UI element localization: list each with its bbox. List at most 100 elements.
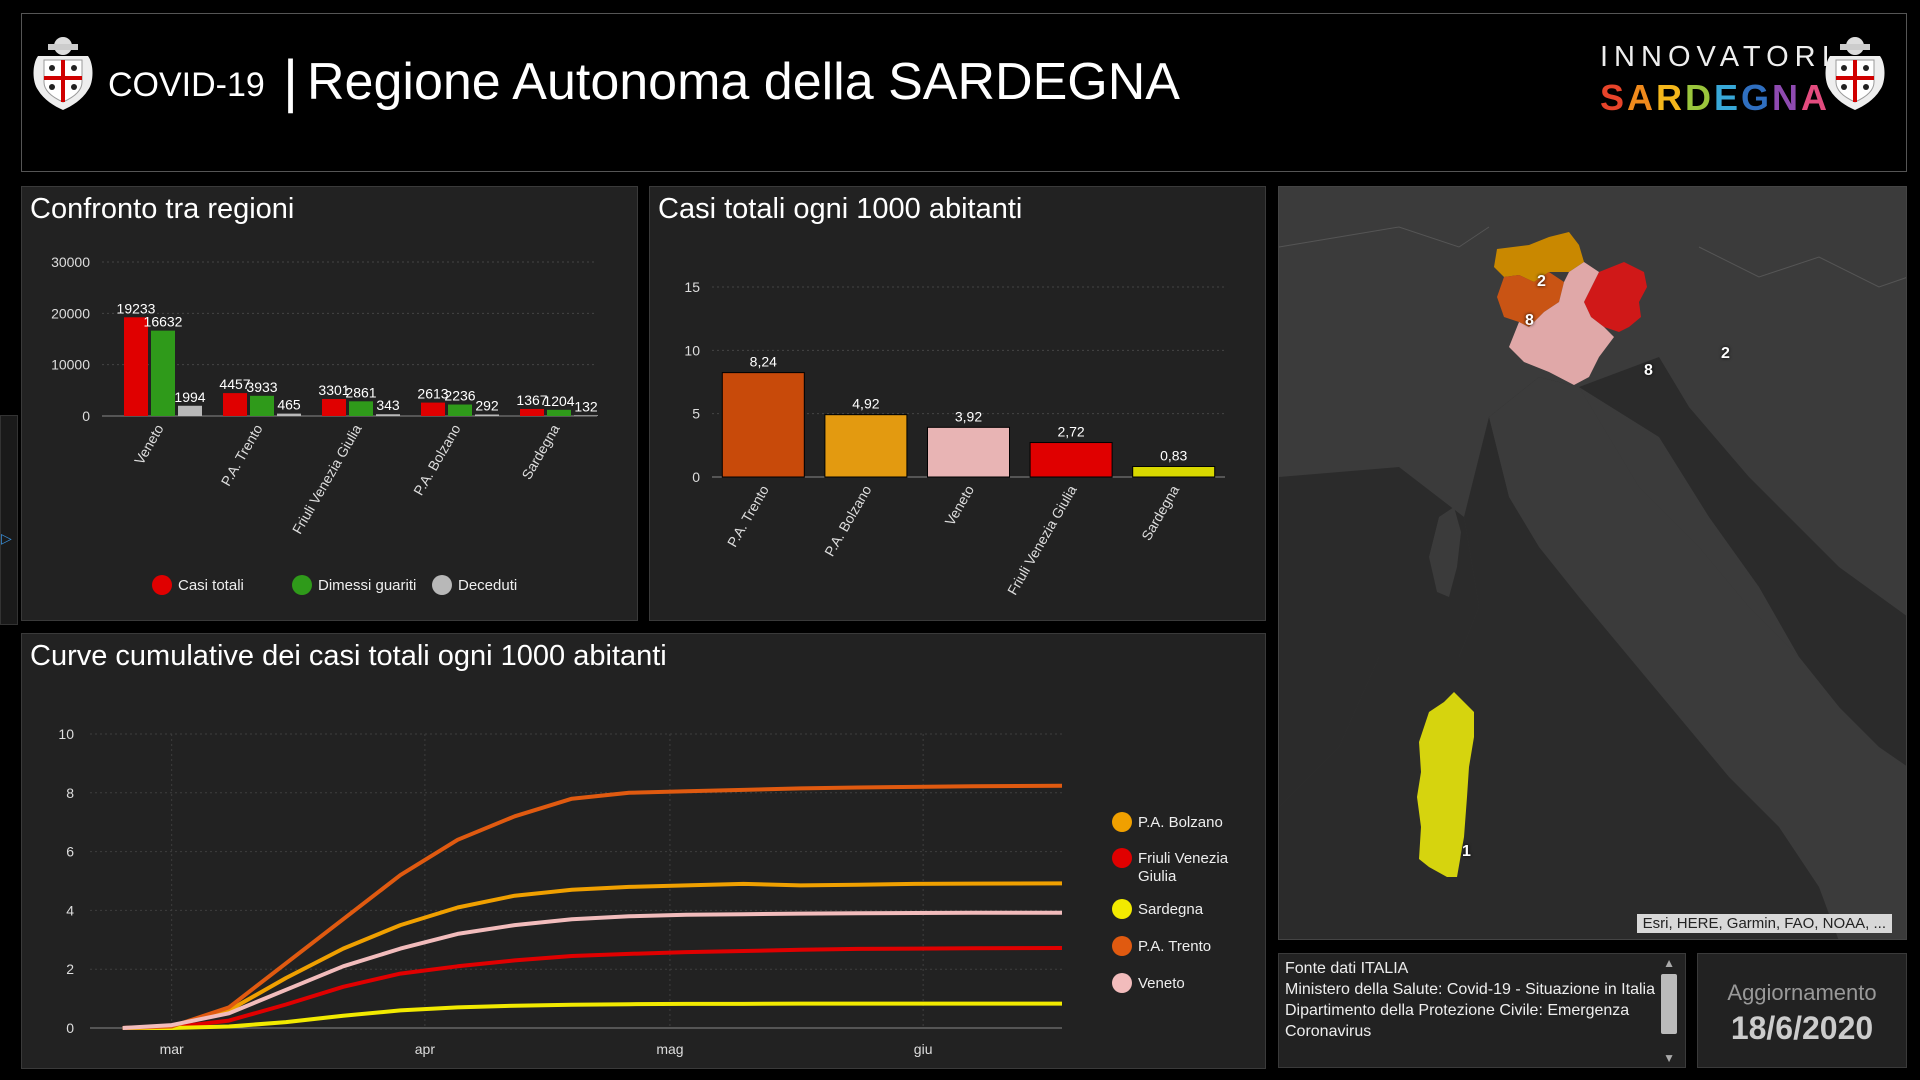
- map-label-veneto: 8: [1644, 362, 1653, 379]
- map-region-sardegna[interactable]: [1417, 692, 1474, 877]
- bar-deceduti: [376, 414, 400, 416]
- bar-dimessi-guariti: [349, 401, 373, 416]
- x-tick-label: P.A. Bolzano: [821, 482, 875, 559]
- y-tick-label: 15: [684, 279, 700, 295]
- map-label-bolzano: 2: [1537, 273, 1546, 290]
- x-tick-label: giu: [914, 1041, 933, 1057]
- update-label: Aggiornamento: [1727, 980, 1877, 1005]
- legend-dot: [432, 575, 452, 595]
- map-region-veneto[interactable]: [1509, 262, 1614, 385]
- bar-value-label: 465: [277, 397, 301, 413]
- y-tick-label: 10: [684, 342, 700, 358]
- bar: [927, 426, 1010, 478]
- x-tick-label: Veneto: [941, 482, 977, 528]
- series-line-veneto: [122, 910, 1062, 1030]
- curve-line-chart: 0 2 4 6 8 10 mar apr mag giu P.A. Bolzano Friuli Ve…: [58, 726, 1228, 1057]
- y-tick-label: 10: [58, 726, 74, 742]
- x-tick-label: P.A. Trento: [724, 482, 772, 549]
- legend-dot: [1112, 973, 1132, 993]
- covid-label: COVID-19: [108, 66, 265, 104]
- x-tick-label: Veneto: [131, 421, 167, 467]
- map-region-friuli[interactable]: [1584, 262, 1647, 332]
- bar: [721, 372, 805, 478]
- series-line-p-a-trento: [122, 783, 1063, 1030]
- bar-dimessi-guariti: [151, 330, 175, 416]
- map-attribution[interactable]: Esri, HERE, Garmin, FAO, NOAA, ...: [1636, 914, 1892, 933]
- bar-value-label: 1994: [174, 389, 205, 405]
- y-tick-label: 5: [692, 406, 700, 422]
- legend-dot: [292, 575, 312, 595]
- bar-casi-totali: [520, 408, 544, 416]
- bar-value-label: 3301: [318, 382, 349, 398]
- map-region-trento[interactable]: [1497, 272, 1564, 327]
- y-tick-label: 0: [82, 408, 90, 424]
- bar-deceduti: [277, 413, 301, 416]
- y-tick-label: 20000: [51, 305, 90, 321]
- y-tick-label: 8: [66, 785, 74, 801]
- brand-letter: S: [1600, 77, 1628, 118]
- panel-title-confronto: Confronto tra regioni: [30, 193, 295, 225]
- legend-label: Deceduti: [458, 577, 517, 594]
- source-line: Ministero della Salute: Covid-19 - Situa…: [1285, 981, 1655, 998]
- scrollbar-thumb[interactable]: [1661, 974, 1677, 1034]
- source-text: Fonte dati ITALIA Ministero della Salute…: [1285, 958, 1655, 1042]
- y-tick-label: 0: [66, 1020, 74, 1036]
- bar-value-label: 132: [574, 398, 598, 414]
- bar-casi-totali: [421, 402, 445, 416]
- legend-label: Veneto: [1138, 975, 1185, 992]
- y-tick-label: 30000: [51, 254, 90, 270]
- legend-label: Sardegna: [1138, 901, 1204, 918]
- y-tick-label: 2: [66, 961, 74, 977]
- brand-letter: A: [1801, 77, 1831, 118]
- bar-value-label: 3,92: [955, 408, 982, 424]
- bar-value-label: 16632: [144, 314, 183, 330]
- map-canvas[interactable]: [1279, 187, 1907, 940]
- legend-dot: [1112, 936, 1132, 956]
- bar-value-label: 343: [376, 397, 400, 413]
- bar-dimessi-guariti: [547, 409, 571, 416]
- brand-letter: N: [1772, 77, 1802, 118]
- series-line-p-a-bolzano: [122, 881, 1063, 1030]
- brand-letter: E: [1714, 77, 1742, 118]
- y-tick-label: 4: [66, 902, 74, 918]
- x-tick-label: Sardegna: [1138, 482, 1182, 543]
- legend-dot: [152, 575, 172, 595]
- y-tick-label: 10000: [51, 357, 90, 373]
- y-tick-label: 6: [66, 844, 74, 860]
- scroll-down-icon[interactable]: ▼: [1663, 1051, 1675, 1065]
- legend-label: P.A. Bolzano: [1138, 814, 1223, 831]
- brand-sardegna: SARDEGNA: [1600, 77, 1830, 119]
- expand-arrow-icon[interactable]: ▷: [1, 530, 12, 546]
- legend-dot: [1112, 848, 1132, 868]
- brand-letter: A: [1627, 77, 1657, 118]
- bar-casi-totali: [124, 317, 148, 416]
- map-region-bolzano[interactable]: [1494, 232, 1584, 282]
- x-tick-label: P.A. Trento: [218, 421, 266, 488]
- bar-value-label: 4457: [219, 376, 250, 392]
- bar-value-label: 2,72: [1057, 424, 1084, 440]
- legend-dot: [1112, 899, 1132, 919]
- bar-value-label: 1204: [543, 393, 574, 409]
- casi-1000-bar-chart: 0 5 10 15 8,24 P.A. Trento 4,92 P.A. Bolzano 3,9…: [684, 279, 1225, 598]
- map-view[interactable]: 2 8 2 8 1 Esri, HERE, Garmin, FAO, NOAA,…: [1278, 186, 1907, 940]
- brand-letter: R: [1656, 77, 1686, 118]
- bar-value-label: 19233: [117, 300, 156, 316]
- series-line-friuli-venezia-giulia: [122, 946, 1063, 1030]
- side-panel-tab[interactable]: [0, 415, 18, 625]
- legend-label: Casi totali: [178, 577, 244, 594]
- bar-casi-totali: [322, 399, 346, 416]
- map-label-friuli: 2: [1721, 345, 1730, 362]
- sardinia-emblem-icon: [33, 37, 93, 110]
- bar-value-label: 2861: [345, 384, 376, 400]
- bar-dimessi-guariti: [448, 404, 472, 416]
- source-line: Dipartimento della Protezione Civile: Em…: [1285, 1002, 1630, 1040]
- scroll-up-icon[interactable]: ▲: [1663, 956, 1675, 970]
- panel-title-casi: Casi totali ogni 1000 abitanti: [658, 193, 1023, 225]
- panel-curve-cumulative: Curve cumulative dei casi totali ogni 10…: [21, 633, 1266, 1069]
- panel-casi-1000: Casi totali ogni 1000 abitanti 0 5 10 15 8,2…: [649, 186, 1266, 621]
- bar-value-label: 0,83: [1160, 447, 1187, 463]
- x-tick-label: Friuli Venezia Giulia: [1004, 482, 1080, 597]
- legend-dot: [1112, 812, 1132, 832]
- source-info-box: Fonte dati ITALIA Ministero della Salute…: [1278, 953, 1686, 1068]
